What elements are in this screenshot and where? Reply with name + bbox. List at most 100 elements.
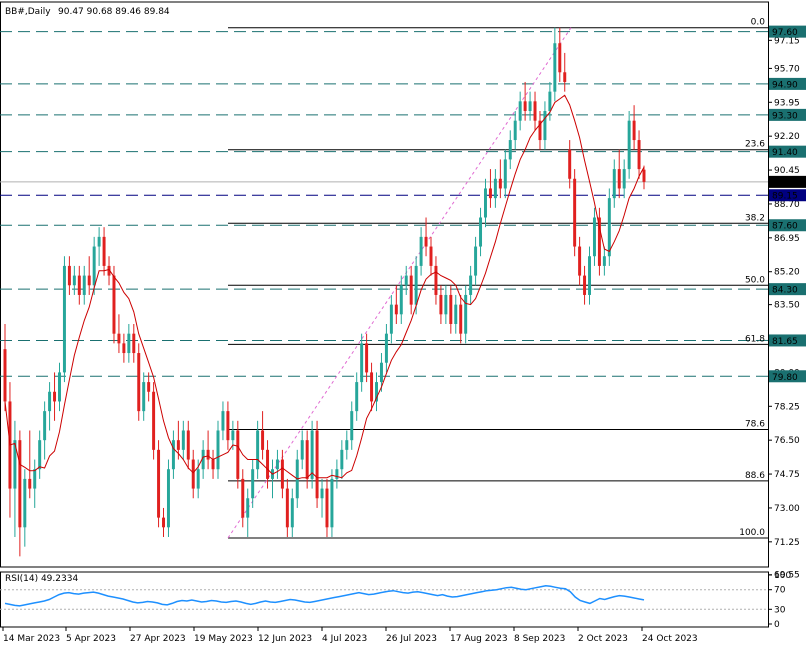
- x-tick-label: 17 Aug 2023: [450, 634, 508, 644]
- level-price-label: 87.60: [772, 222, 798, 232]
- candle-body: [498, 178, 502, 189]
- symbol-title: BB#,Daily: [5, 7, 51, 17]
- level-price-label: 84.30: [772, 286, 798, 296]
- candle: [142, 372, 146, 421]
- candle-body: [350, 411, 354, 441]
- candle-body: [434, 265, 438, 295]
- candle: [627, 111, 631, 179]
- candle-body: [53, 391, 57, 402]
- candle: [513, 111, 517, 150]
- candle: [469, 265, 473, 305]
- y-tick-label: 86.95: [774, 234, 800, 244]
- candle-body: [201, 449, 205, 470]
- candle-body: [409, 275, 413, 305]
- candle: [538, 111, 542, 150]
- candle-body: [627, 120, 631, 170]
- candle-body: [365, 343, 369, 373]
- candle: [394, 285, 398, 324]
- candle: [592, 207, 596, 266]
- candle: [444, 285, 448, 324]
- candle-body: [3, 349, 7, 402]
- price-pane-frame: [0, 1, 769, 568]
- moving-average-line: [4, 94, 645, 480]
- candle-body: [439, 294, 443, 315]
- candle-body: [48, 391, 52, 412]
- rsi-y-tick-label: 30: [774, 605, 786, 615]
- candle: [132, 323, 136, 363]
- y-tick-label: 76.50: [774, 436, 800, 446]
- candle: [384, 323, 388, 373]
- candle-body: [360, 343, 364, 383]
- candle-body: [563, 72, 567, 82]
- current-price-label: 89.84: [772, 178, 798, 188]
- candle-body: [607, 198, 611, 257]
- candle-body: [523, 101, 527, 112]
- candle-body: [285, 488, 289, 528]
- candle: [275, 449, 279, 479]
- candle: [365, 333, 369, 383]
- x-tick-label: 12 Jun 2023: [258, 634, 312, 644]
- candle: [479, 207, 483, 257]
- level-price-box: [769, 25, 806, 38]
- candle-body: [300, 440, 304, 460]
- rsi-title: RSI(14) 49.2334: [5, 574, 78, 584]
- candle: [523, 81, 527, 121]
- candle: [637, 130, 641, 179]
- candle-body: [33, 469, 37, 489]
- candle: [642, 165, 646, 190]
- candle: [379, 353, 383, 392]
- fib-level-label: 100.0: [739, 528, 765, 538]
- candle: [181, 420, 185, 460]
- fib-level-label: 0.0: [751, 18, 766, 28]
- candle: [439, 285, 443, 324]
- candle: [280, 449, 284, 499]
- candle-body: [305, 440, 309, 479]
- candle-body: [370, 372, 374, 402]
- candle: [300, 430, 304, 470]
- fib-level-label: 78.6: [745, 420, 765, 430]
- candle: [152, 382, 156, 460]
- level-price-label: 81.65: [772, 337, 798, 347]
- candle: [345, 430, 349, 460]
- candle-body: [325, 488, 329, 528]
- price-pane: 97.15 95.70 93.95 92.20 90.45 88.70 86.95 85.20…: [0, 1, 806, 581]
- y-tick-label: 88.70: [774, 200, 800, 210]
- candle-body: [97, 236, 101, 247]
- candle: [602, 246, 606, 276]
- y-tick-label: 83.50: [774, 301, 800, 311]
- candle: [82, 265, 86, 305]
- candle-body: [632, 120, 636, 141]
- candle-body: [538, 120, 542, 141]
- x-axis: 14 Mar 2023 5 Apr 2023 27 Apr 2023 19 May 2…: [2, 627, 698, 644]
- candle-body: [528, 101, 532, 112]
- candle-body: [592, 217, 596, 257]
- candle-body: [241, 478, 245, 518]
- candle: [553, 27, 557, 102]
- candle: [290, 488, 294, 537]
- candle-body: [622, 169, 626, 189]
- candle-body: [112, 275, 116, 334]
- candle: [3, 323, 7, 412]
- y-tick-label: 85.20: [774, 268, 800, 278]
- candle-body: [444, 294, 448, 315]
- candle-body: [28, 478, 32, 489]
- candle: [375, 372, 378, 412]
- candle: [597, 207, 601, 276]
- candle: [488, 169, 492, 208]
- candle-body: [617, 169, 621, 189]
- candle: [117, 314, 121, 354]
- candle-body: [251, 469, 255, 499]
- candle: [543, 101, 547, 150]
- candle-body: [191, 459, 195, 489]
- candle-body: [137, 353, 141, 412]
- candle: [617, 149, 621, 199]
- candle: [607, 188, 611, 266]
- candle-body: [612, 169, 616, 199]
- candle: [335, 459, 339, 489]
- candle: [43, 401, 47, 460]
- y-tick-label: 78.25: [774, 402, 800, 412]
- y-tick-label: 97.15: [774, 36, 800, 46]
- candle: [87, 256, 91, 295]
- candle: [97, 227, 101, 266]
- candle-body: [345, 440, 349, 450]
